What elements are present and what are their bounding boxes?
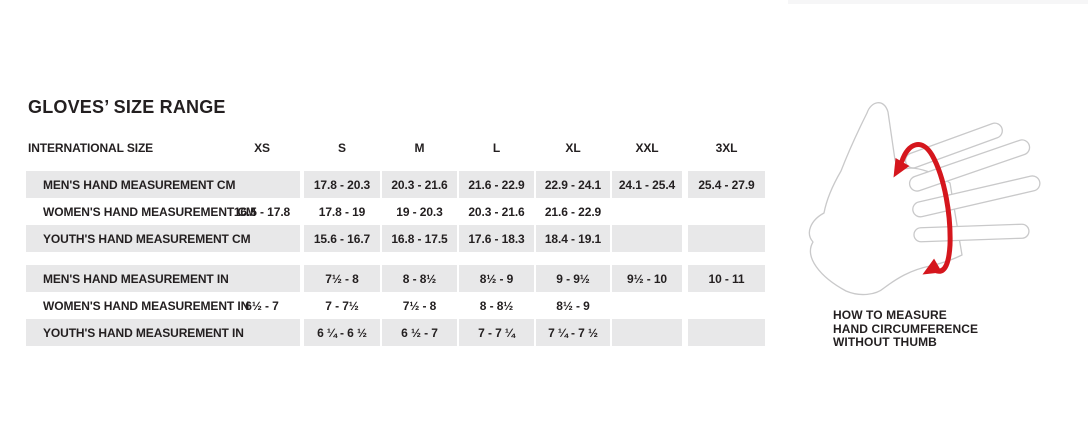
header-xl: XL — [565, 141, 581, 155]
row-label: MEN'S HAND MEASUREMENT CM — [26, 171, 300, 198]
cell-men-cm-xl: 22.9 - 24.1 — [536, 171, 610, 198]
row-label: YOUTH'S HAND MEASUREMENT CM — [26, 225, 300, 252]
cell-men-in-xl: 9 - 9½ — [536, 265, 610, 292]
cell-women-cm-l: 20.3 - 21.6 — [468, 204, 525, 219]
header-xs: XS — [254, 141, 270, 155]
page-title: GLOVES’ SIZE RANGE — [28, 97, 226, 117]
cell-youth-cm-xxl — [612, 225, 682, 252]
cell-women-in-xs: 6½ - 7 — [245, 298, 279, 313]
header-s: S — [338, 141, 346, 155]
table-row-men-cm: MEN'S HAND MEASUREMENT CM 17.8 - 20.3 20… — [26, 171, 768, 198]
table-row-youth-cm: YOUTH'S HAND MEASUREMENT CM 15.6 - 16.7 … — [26, 225, 768, 252]
cell-women-cm-xl: 21.6 - 22.9 — [544, 204, 602, 219]
cell-youth-cm-s: 15.6 - 16.7 — [304, 225, 380, 252]
row-label: YOUTH'S HAND MEASUREMENT IN — [26, 319, 300, 346]
caption-line-2: HAND CIRCUMFERENCE — [833, 321, 979, 336]
cell-men-in-l: 8½ - 9 — [459, 265, 534, 292]
cell-women-in-s: 7 - 7½ — [325, 298, 359, 313]
cell-women-in-m: 7½ - 8 — [402, 298, 437, 313]
cell-men-cm-l: 21.6 - 22.9 — [459, 171, 534, 198]
top-right-strip — [788, 0, 1088, 4]
caption-line-1: HOW TO MEASURE — [833, 308, 947, 322]
table-row-women-cm: WOMEN'S HAND MEASUREMENT CM 16.5 - 17.8 … — [26, 198, 768, 225]
cell-youth-in-s: 6 ¼ - 6 ½ — [304, 319, 380, 346]
header-3xl: 3XL — [715, 141, 738, 155]
cell-men-cm-m: 20.3 - 21.6 — [382, 171, 457, 198]
table-header-row: INTERNATIONAL SIZE XS S M L XL XXL 3XL — [26, 139, 768, 157]
measure-arrow-icon — [893, 142, 953, 275]
table-row-youth-in: YOUTH'S HAND MEASUREMENT IN 6 ¼ - 6 ½ 6 … — [26, 319, 768, 346]
cell-women-cm-m: 19 - 20.3 — [396, 204, 443, 219]
cell-men-cm-s: 17.8 - 20.3 — [304, 171, 380, 198]
row-label: MEN'S HAND MEASUREMENT IN — [26, 265, 300, 292]
table-row-men-in: MEN'S HAND MEASUREMENT IN 7½ - 8 8 - 8½ … — [26, 265, 768, 292]
cell-youth-in-m: 6 ½ - 7 — [382, 319, 457, 346]
cell-men-in-m: 8 - 8½ — [382, 265, 457, 292]
cell-men-cm-3xl: 25.4 - 27.9 — [688, 171, 765, 198]
cell-youth-cm-m: 16.8 - 17.5 — [382, 225, 457, 252]
cell-youth-in-l: 7 - 7 ¼ — [459, 319, 534, 346]
cell-youth-in-3xl — [688, 319, 765, 346]
hand-measurement-illustration-icon — [808, 102, 1041, 296]
header-international-size: INTERNATIONAL SIZE — [28, 141, 154, 155]
cell-men-in-3xl: 10 - 11 — [688, 265, 765, 292]
cell-men-cm-xxl: 24.1 - 25.4 — [612, 171, 682, 198]
cell-youth-cm-xl: 18.4 - 19.1 — [536, 225, 610, 252]
row-label: WOMEN'S HAND MEASUREMENT CM — [43, 204, 256, 219]
row-label: WOMEN'S HAND MEASUREMENT IN — [43, 298, 250, 313]
header-xxl: XXL — [635, 141, 659, 155]
header-m: M — [414, 141, 425, 155]
cell-women-cm-xs: 16.5 - 17.8 — [233, 204, 291, 219]
caption-line-3: WITHOUT THUMB — [833, 335, 937, 349]
cell-youth-cm-l: 17.6 - 18.3 — [459, 225, 534, 252]
cell-youth-in-xl: 7 ¼ - 7 ½ — [536, 319, 610, 346]
cell-women-cm-s: 17.8 - 19 — [318, 204, 366, 219]
cell-men-in-s: 7½ - 8 — [304, 265, 380, 292]
table-row-women-in: WOMEN'S HAND MEASUREMENT IN 6½ - 7 7 - 7… — [26, 292, 768, 319]
cell-men-in-xxl: 9½ - 10 — [612, 265, 682, 292]
cell-youth-in-xxl — [612, 319, 682, 346]
cell-women-in-xl: 8½ - 9 — [556, 298, 590, 313]
measure-caption: HOW TO MEASURE HAND CIRCUMFERENCE WITHOU… — [833, 308, 979, 350]
cell-youth-cm-3xl — [688, 225, 765, 252]
header-l: L — [492, 141, 501, 155]
cell-women-in-l: 8 - 8½ — [479, 298, 514, 313]
